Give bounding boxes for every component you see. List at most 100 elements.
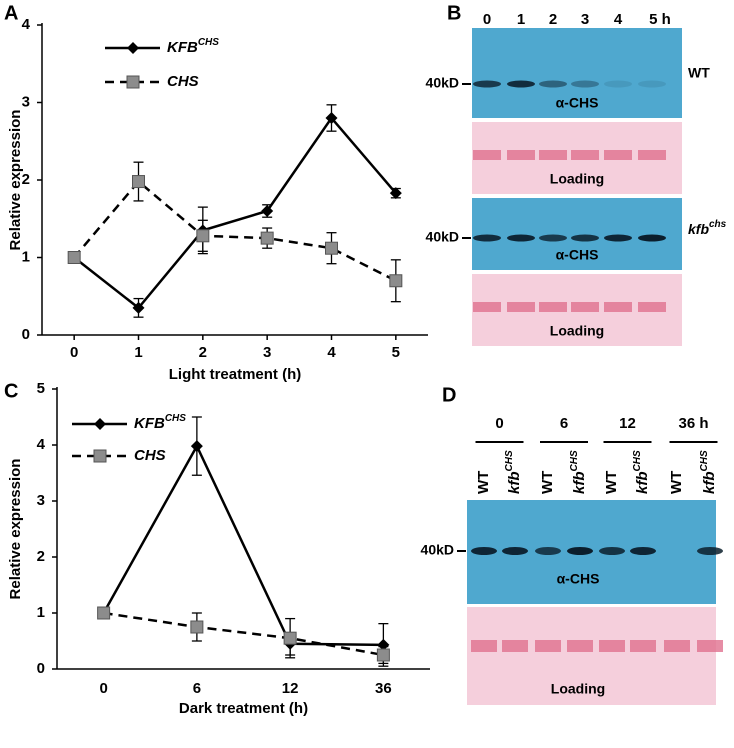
- series-line: [102, 443, 384, 647]
- lane-label: 5 h: [649, 11, 671, 28]
- x-tick-label: 2: [199, 344, 207, 361]
- marker: [190, 620, 204, 634]
- x-tick-label: 0: [99, 680, 107, 697]
- label-text: kfb: [688, 221, 709, 237]
- label-text: KFB: [167, 39, 198, 56]
- loading-label: Loading: [550, 323, 604, 339]
- legend-label: CHS: [134, 447, 166, 464]
- loading-band: [604, 302, 632, 312]
- blot-band: [507, 80, 535, 88]
- label: kfbCHS: [699, 450, 718, 494]
- loading-band: [535, 640, 561, 652]
- panel-label: C: [4, 380, 18, 402]
- y-tick-label: 5: [37, 380, 45, 397]
- label-text: KFB: [134, 415, 165, 432]
- label: kfbCHS: [632, 450, 651, 494]
- legend-label: CHS: [167, 73, 199, 90]
- label: kfbCHS: [504, 450, 523, 494]
- y-tick-label: 4: [22, 16, 31, 33]
- lane-label: WT: [603, 471, 620, 494]
- marker: [325, 241, 338, 255]
- marker: [93, 449, 107, 463]
- x-tick-label: 12: [282, 680, 299, 697]
- x-tick-label: 6: [193, 680, 201, 697]
- series-line: [73, 179, 397, 282]
- label-superscript: chs: [709, 219, 727, 230]
- loading-membrane: [467, 607, 716, 705]
- x-tick-label: 5: [392, 344, 400, 361]
- time-label: 36 h: [678, 415, 708, 432]
- x-tick-label: 1: [134, 344, 142, 361]
- label-superscript: CHS: [632, 450, 643, 471]
- blot-band: [599, 547, 625, 555]
- label: kfbCHS: [569, 450, 588, 494]
- marker: [196, 229, 210, 243]
- panel-label: D: [442, 384, 456, 406]
- antibody-label: α-CHS: [557, 571, 600, 587]
- marker: [260, 231, 274, 245]
- label: KFBCHS: [167, 37, 219, 56]
- x-tick-label: 36: [375, 680, 392, 697]
- y-tick-label: 1: [37, 604, 45, 621]
- label: kfbchs: [688, 219, 727, 237]
- label-superscript: CHS: [504, 450, 515, 471]
- loading-band: [630, 640, 656, 652]
- loading-band: [697, 640, 723, 652]
- x-tick-label: 3: [263, 344, 271, 361]
- series-line: [103, 611, 384, 657]
- marker: [376, 648, 390, 662]
- label-superscript: CHS: [699, 450, 710, 471]
- marker: [127, 42, 139, 54]
- lane-label: 3: [581, 11, 589, 28]
- blot-band: [697, 547, 723, 555]
- marker: [389, 274, 403, 288]
- blot-band: [471, 547, 497, 555]
- label: KFBCHS: [134, 413, 186, 432]
- loading-band: [471, 640, 497, 652]
- time-label: 0: [495, 415, 503, 432]
- loading-band: [599, 640, 625, 652]
- marker: [283, 631, 297, 645]
- panel-label: B: [447, 2, 461, 24]
- y-tick-label: 3: [37, 492, 45, 509]
- lane-label: 0: [483, 11, 491, 28]
- loading-band: [507, 302, 535, 312]
- marker: [67, 251, 81, 264]
- y-tick-label: 3: [22, 93, 30, 110]
- blot-band: [539, 234, 567, 242]
- loading-band: [473, 302, 501, 312]
- blot-band: [507, 234, 535, 242]
- y-axis-label: Relative expression: [7, 110, 24, 251]
- loading-band: [604, 150, 632, 160]
- size-marker: 40kD: [421, 542, 454, 558]
- blot-band: [502, 547, 528, 555]
- blot-band: [604, 80, 632, 88]
- marker: [261, 205, 274, 217]
- lane-label: 1: [517, 11, 525, 28]
- lane-label: WT: [539, 471, 556, 494]
- lane-label: 2: [549, 11, 557, 28]
- y-tick-label: 2: [37, 548, 45, 565]
- marker: [377, 638, 390, 651]
- antibody-label: α-CHS: [556, 95, 599, 111]
- label-text: kfb: [571, 472, 588, 495]
- y-tick-label: 4: [37, 436, 46, 453]
- y-tick-label: 0: [37, 660, 45, 677]
- label-superscript: CHS: [165, 413, 186, 424]
- marker: [126, 75, 140, 89]
- panel-label: A: [4, 2, 18, 24]
- loading-band: [567, 640, 593, 652]
- x-axis-label: Light treatment (h): [169, 366, 302, 383]
- marker: [94, 418, 106, 430]
- label-text: kfb: [506, 472, 523, 495]
- lane-label: WT: [668, 471, 685, 494]
- blot-band: [638, 234, 666, 242]
- series-line: [73, 115, 397, 310]
- time-label: 12: [619, 415, 636, 432]
- loading-band: [507, 150, 535, 160]
- loading-label: Loading: [551, 681, 605, 697]
- lane-label: 4: [614, 11, 623, 28]
- marker: [97, 606, 111, 620]
- blot-band: [571, 80, 599, 88]
